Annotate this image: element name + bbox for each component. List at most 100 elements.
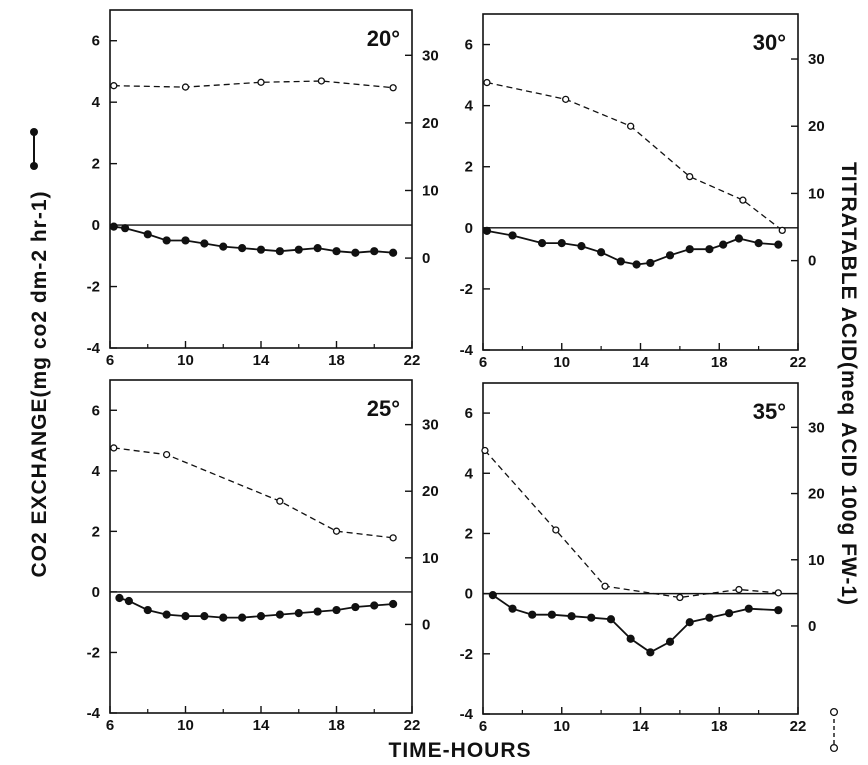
- co2-exchange-point: [313, 607, 322, 616]
- co2-exchange-point: [275, 610, 284, 619]
- x-tick-label: 14: [632, 354, 649, 371]
- y2-tick-label: 0: [422, 250, 430, 267]
- co2-exchange-point: [482, 226, 492, 235]
- co2-exchange-point: [774, 240, 783, 249]
- co2-exchange-point: [351, 602, 360, 612]
- co2-exchange-point: [219, 613, 228, 622]
- y-tick-label: 6: [465, 37, 473, 54]
- y2-tick-label: 30: [422, 47, 439, 64]
- co2-exchange-point: [774, 606, 783, 615]
- y-tick-label: 2: [92, 523, 100, 540]
- y-tick-label: -2: [460, 281, 473, 298]
- co2-exchange-point: [115, 593, 124, 603]
- y-tick-label: 6: [92, 33, 100, 50]
- co2-exchange-point: [181, 236, 190, 245]
- x-tick-label: 18: [328, 352, 345, 369]
- co2-exchange-point: [389, 248, 398, 257]
- titratable-acid-point: [739, 196, 747, 204]
- y-tick-label: 4: [92, 94, 101, 111]
- co2-exchange-point: [143, 230, 152, 239]
- co2-exchange-point: [389, 599, 398, 609]
- co2-exchange-point: [719, 240, 728, 249]
- panel-frame: [482, 13, 799, 351]
- left-legend-point: [30, 128, 38, 136]
- co2-exchange-point: [200, 612, 209, 621]
- co2-exchange-point: [162, 236, 171, 245]
- y2-tick-label: 20: [808, 118, 825, 135]
- co2-exchange-point: [508, 231, 517, 240]
- co2-exchange-point: [705, 245, 714, 254]
- titratable-acid-point: [257, 78, 265, 86]
- co2-exchange-point: [537, 238, 547, 248]
- titratable-acid-point: [276, 497, 284, 505]
- y2-tick-label: 20: [808, 486, 825, 503]
- left-axis-title: CO2 EXCHANGE(mg co2 dm-2 hr-1): [28, 190, 51, 577]
- x-tick-label: 22: [404, 352, 421, 369]
- co2-exchange-point: [744, 604, 753, 613]
- y2-tick-label: 30: [808, 51, 825, 68]
- right-legend-point: [829, 743, 839, 753]
- y-tick-label: -4: [460, 342, 474, 359]
- right-legend-point: [829, 707, 839, 717]
- co2-exchange-point: [626, 634, 635, 643]
- y2-tick-label: 30: [808, 419, 825, 436]
- co2-exchange-point: [665, 637, 675, 646]
- x-tick-label: 10: [177, 352, 194, 369]
- co2-exchange-point: [528, 610, 537, 619]
- panel-temperature-label: 20°: [367, 26, 400, 51]
- x-tick-label: 14: [253, 717, 270, 734]
- co2-exchange-point: [143, 605, 152, 615]
- y2-tick-label: 10: [422, 182, 439, 199]
- co2-exchange-point: [724, 609, 734, 618]
- x-tick-label: 10: [177, 717, 194, 734]
- co2-exchange-point: [294, 245, 303, 254]
- y-tick-label: -4: [87, 340, 101, 357]
- y-tick-label: 6: [92, 402, 100, 419]
- co2-exchange-point: [616, 257, 625, 266]
- x-tick-label: 22: [790, 718, 807, 735]
- titratable-acid-point: [774, 589, 782, 597]
- titratable-acid-line: [486, 81, 783, 231]
- titratable-acid-point: [162, 450, 171, 459]
- panel-frame: [109, 379, 413, 714]
- co2-exchange-point: [632, 260, 641, 269]
- x-tick-label: 18: [328, 717, 345, 734]
- co2-exchange-point: [332, 605, 341, 615]
- x-tick-label: 6: [479, 354, 487, 371]
- x-tick-label: 6: [106, 717, 114, 734]
- co2-exchange-point: [256, 245, 266, 254]
- y2-tick-label: 20: [422, 483, 439, 500]
- left-legend-point: [30, 162, 38, 170]
- titratable-acid-point: [562, 95, 570, 103]
- titratable-acid-point: [389, 84, 397, 92]
- co2-exchange-point: [275, 247, 284, 256]
- y2-tick-label: 30: [422, 417, 439, 434]
- co2-exchange-point: [181, 612, 190, 621]
- y-tick-label: -4: [460, 706, 474, 723]
- co2-exchange-point: [606, 615, 616, 624]
- y-tick-label: -4: [87, 705, 101, 722]
- y2-tick-label: 0: [422, 616, 430, 633]
- titratable-acid-point: [552, 526, 560, 534]
- co2-exchange-point: [162, 610, 171, 619]
- co2-exchange-point: [124, 596, 133, 606]
- titratable-acid-point: [181, 83, 190, 91]
- x-tick-label: 6: [479, 718, 487, 735]
- co2-exchange-point: [294, 609, 303, 618]
- y-tick-label: 4: [465, 98, 474, 115]
- y-tick-label: 2: [92, 156, 100, 173]
- y-tick-label: -2: [87, 279, 100, 296]
- y-tick-label: 4: [92, 463, 101, 480]
- co2-exchange-point: [332, 247, 341, 256]
- titratable-acid-line: [484, 450, 779, 599]
- co2-exchange-point: [587, 613, 596, 622]
- co2-exchange-point: [646, 258, 655, 268]
- co2-exchange-point: [557, 238, 566, 248]
- y-tick-label: -2: [87, 644, 100, 661]
- panel-temperature-label: 30°: [753, 30, 786, 55]
- co2-exchange-point: [256, 612, 266, 621]
